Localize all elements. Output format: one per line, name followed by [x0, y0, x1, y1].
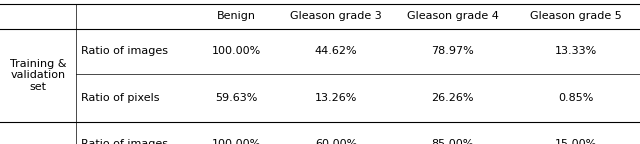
Text: Ratio of images: Ratio of images — [81, 139, 168, 144]
Text: 13.26%: 13.26% — [315, 93, 357, 103]
Text: Training &
validation
set: Training & validation set — [10, 59, 66, 92]
Text: 13.33%: 13.33% — [555, 47, 597, 56]
Text: 59.63%: 59.63% — [216, 93, 258, 103]
Text: Gleason grade 5: Gleason grade 5 — [530, 11, 622, 21]
Text: Benign: Benign — [218, 11, 256, 21]
Text: 85.00%: 85.00% — [431, 139, 474, 144]
Text: 26.26%: 26.26% — [431, 93, 474, 103]
Text: 100.00%: 100.00% — [212, 139, 261, 144]
Text: Gleason grade 4: Gleason grade 4 — [407, 11, 499, 21]
Text: Ratio of pixels: Ratio of pixels — [81, 93, 159, 103]
Text: 0.85%: 0.85% — [558, 93, 594, 103]
Text: Ratio of images: Ratio of images — [81, 47, 168, 56]
Text: 60.00%: 60.00% — [315, 139, 357, 144]
Text: 78.97%: 78.97% — [431, 47, 474, 56]
Text: 15.00%: 15.00% — [555, 139, 597, 144]
Text: Gleason grade 3: Gleason grade 3 — [290, 11, 382, 21]
Text: 100.00%: 100.00% — [212, 47, 261, 56]
Text: 44.62%: 44.62% — [315, 47, 357, 56]
